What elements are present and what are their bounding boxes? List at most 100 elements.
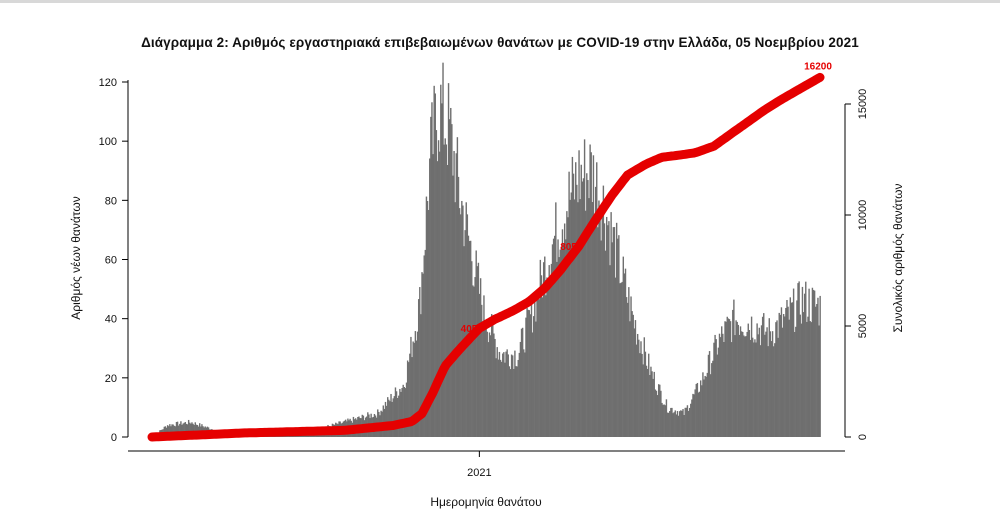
- daily-bar: [172, 424, 174, 437]
- daily-bar: [594, 186, 597, 437]
- daily-bar: [723, 342, 725, 437]
- daily-bar: [635, 344, 638, 437]
- daily-bar: [539, 259, 542, 437]
- daily-bar: [450, 107, 452, 437]
- daily-bar: [596, 162, 598, 437]
- daily-bar: [424, 249, 427, 437]
- daily-bar: [768, 318, 770, 437]
- y-left-tick-label: 60: [105, 255, 117, 267]
- daily-bar: [489, 335, 492, 437]
- daily-bar: [645, 365, 648, 437]
- daily-bar: [476, 266, 479, 437]
- daily-bar: [790, 302, 793, 437]
- daily-bar: [739, 326, 742, 437]
- daily-bar: [415, 340, 418, 437]
- daily-bar: [531, 332, 534, 437]
- daily-bar: [477, 262, 480, 437]
- daily-bar: [433, 85, 435, 437]
- daily-bar: [638, 339, 640, 437]
- daily-bar: [557, 239, 559, 437]
- daily-bar: [623, 273, 626, 437]
- y-right-tick-label: 15000: [857, 89, 869, 120]
- daily-bar: [461, 200, 463, 437]
- daily-bar: [186, 424, 189, 437]
- daily-bar: [598, 200, 600, 437]
- daily-bar: [671, 407, 673, 437]
- daily-bar: [183, 422, 185, 437]
- daily-bar: [537, 299, 539, 437]
- daily-bar: [685, 407, 688, 437]
- daily-bar: [436, 161, 439, 437]
- daily-bar: [657, 384, 660, 437]
- daily-bar: [654, 389, 657, 437]
- daily-bar: [385, 405, 388, 437]
- x-tick-label: 2021: [467, 467, 491, 479]
- daily-bar: [508, 366, 511, 437]
- line-annotation-label: 405: [461, 324, 478, 335]
- daily-bar: [770, 341, 773, 437]
- daily-bar: [434, 93, 436, 437]
- daily-bar: [540, 275, 543, 437]
- daily-bar: [439, 151, 441, 437]
- daily-bar: [191, 422, 193, 437]
- daily-bar: [464, 230, 466, 437]
- daily-bar: [757, 334, 759, 437]
- daily-bar: [604, 250, 607, 437]
- daily-bar: [500, 361, 503, 437]
- x-axis-title: Ημερομηνία θανάτου: [430, 495, 541, 509]
- daily-bar: [660, 390, 662, 437]
- daily-bar: [529, 314, 532, 437]
- daily-bar: [684, 407, 686, 437]
- daily-bar: [687, 410, 690, 437]
- daily-bar: [536, 289, 538, 437]
- daily-bar: [617, 238, 619, 437]
- daily-bar: [702, 372, 704, 437]
- daily-bar: [560, 246, 563, 437]
- daily-bar: [445, 144, 448, 437]
- daily-bar: [744, 336, 746, 437]
- daily-bar: [818, 325, 820, 437]
- daily-bar: [566, 211, 568, 437]
- daily-bar: [170, 426, 172, 437]
- daily-bar: [394, 387, 397, 437]
- daily-bar: [706, 372, 709, 437]
- daily-bar: [485, 329, 487, 437]
- daily-bar: [582, 178, 585, 437]
- daily-bar: [781, 327, 784, 437]
- y-axis-right-ticks: 0 5000 10000 15000: [845, 89, 869, 440]
- daily-bar: [493, 333, 495, 437]
- daily-bar: [614, 277, 617, 437]
- daily-bar: [656, 395, 659, 437]
- daily-bar: [789, 297, 791, 437]
- daily-bar: [550, 263, 553, 437]
- daily-bar: [798, 281, 800, 437]
- daily-bar: [639, 353, 641, 437]
- daily-bar: [577, 202, 579, 437]
- daily-bar: [561, 229, 564, 437]
- daily-bar: [590, 152, 592, 437]
- daily-bar: [490, 314, 493, 437]
- daily-bar: [676, 411, 679, 437]
- daily-bar: [448, 119, 451, 438]
- daily-bar: [527, 309, 529, 437]
- daily-bar: [499, 359, 502, 437]
- daily-bar: [765, 331, 767, 437]
- daily-bar: [413, 342, 415, 437]
- daily-bar: [179, 423, 181, 437]
- daily-bar: [733, 299, 735, 437]
- daily-bar: [788, 319, 790, 437]
- daily-bar: [528, 310, 530, 437]
- daily-bar: [452, 175, 454, 437]
- daily-bar: [670, 407, 672, 437]
- daily-bar: [548, 265, 550, 437]
- daily-bar: [680, 410, 682, 437]
- daily-bar: [506, 349, 508, 437]
- daily-bar: [728, 319, 731, 437]
- daily-bar: [743, 335, 745, 437]
- daily-bar: [387, 397, 389, 437]
- daily-bar: [580, 164, 582, 437]
- line-annotation-label: 805: [560, 242, 577, 253]
- daily-bar: [794, 331, 796, 437]
- daily-bar: [715, 339, 717, 437]
